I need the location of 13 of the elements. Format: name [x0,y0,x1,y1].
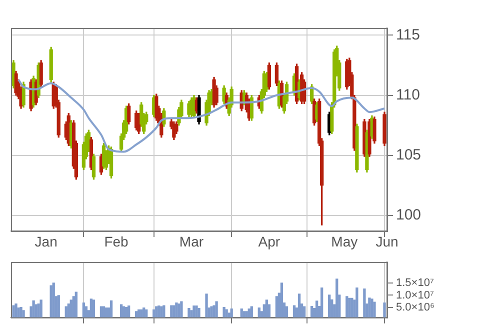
y-tick-label: 105 [396,146,422,164]
y-tick-label: 115 [396,26,420,44]
x-tick-label: Apr [258,233,280,250]
x-tick-label: May [331,233,358,250]
x-tick-label: Feb [104,233,129,250]
y-tick-label: 1.0×10⁷ [396,289,434,302]
y-tick-label: 110 [396,86,420,104]
x-tick-label: Jan [34,233,58,250]
x-tick-label: Jun [376,233,398,250]
x-tick-label: Mar [179,233,204,250]
y-tick-label: 1.5×10⁷ [396,276,434,289]
y-tick-label: 5.0×10⁶ [396,302,434,314]
y-tick-label: 100 [396,206,422,224]
